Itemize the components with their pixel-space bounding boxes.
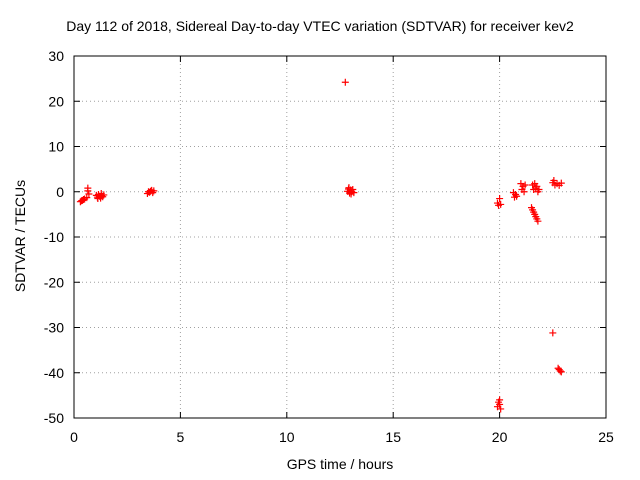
y-tick-label: 30 [48,48,64,64]
y-tick-label: -10 [44,229,64,245]
data-point [557,179,565,187]
data-point [497,200,505,208]
x-tick-label: 20 [492,429,508,445]
axis-ticks [73,55,607,419]
x-tick-label: 0 [70,429,78,445]
data-point [550,176,558,184]
y-tick-labels: -50 -40 -30 -20 -10 0 10 20 30 [44,48,64,426]
data-point [520,188,528,196]
y-tick-label: -50 [44,410,64,426]
data-point [497,405,505,413]
y-tick-label: -30 [44,320,64,336]
data-point [556,367,564,375]
data-point [83,194,91,202]
data-point [549,329,557,337]
data-point [349,185,357,193]
grid-lines [74,56,606,418]
y-tick-label: 0 [56,184,64,200]
data-point [97,190,105,198]
data-point [496,195,504,203]
x-tick-label: 5 [177,429,185,445]
data-point [150,187,158,195]
y-tick-label: 10 [48,139,64,155]
y-tick-label: 20 [48,93,64,109]
data-point [534,217,542,225]
data-point [341,78,349,86]
x-tick-label: 25 [598,429,614,445]
data-point [85,190,93,198]
data-point [347,190,355,198]
data-point [535,185,543,193]
data-point [557,368,565,376]
chart-title: Day 112 of 2018, Sidereal Day-to-day VTE… [66,18,574,34]
data-point [496,396,504,404]
data-points [76,78,565,413]
x-tick-labels: 0 5 10 15 20 25 [70,429,614,445]
data-point [94,195,102,203]
y-tick-label: -40 [44,365,64,381]
x-tick-label: 15 [385,429,401,445]
data-point [84,187,92,195]
x-axis-label: GPS time / hours [286,456,394,472]
data-point [144,188,152,196]
y-axis-label: SDTVAR / TECUs [12,179,28,293]
x-tick-label: 10 [279,429,295,445]
data-point [345,184,353,192]
data-point [513,192,521,200]
y-tick-label: -20 [44,274,64,290]
data-point [521,181,529,189]
